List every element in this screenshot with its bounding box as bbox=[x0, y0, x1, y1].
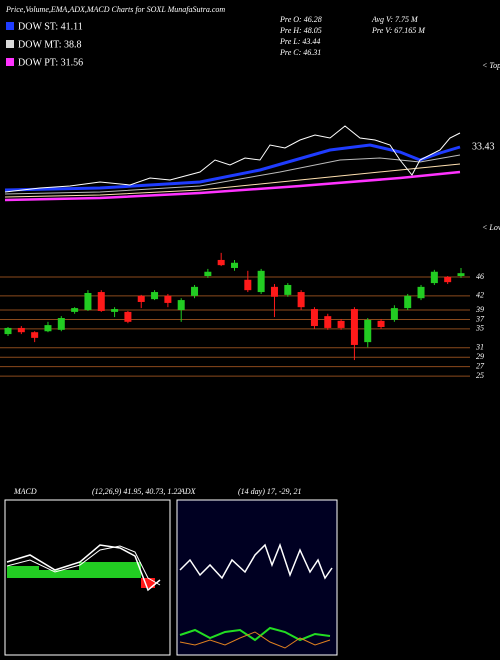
candle-body bbox=[4, 327, 12, 335]
legend: DOW ST: 41.11 DOW MT: 38.8 DOW PT: 31.56 bbox=[6, 21, 83, 68]
macd-line bbox=[6, 544, 161, 592]
adx-line bbox=[179, 542, 333, 580]
stat: Pre V: 67.165 M bbox=[371, 26, 426, 35]
candle-body bbox=[337, 320, 345, 328]
candle-body bbox=[364, 319, 372, 343]
candle-body bbox=[270, 286, 278, 297]
macd-bar bbox=[7, 566, 39, 578]
candle-body bbox=[111, 309, 119, 312]
adx-params: (14 day) 17, -29, 21 bbox=[238, 487, 302, 496]
tops-label: < Tops bbox=[482, 61, 500, 70]
signal-line bbox=[6, 545, 161, 586]
y-tick-label: 42 bbox=[476, 291, 484, 300]
candle-body bbox=[350, 309, 358, 345]
y-tick-label: 27 bbox=[476, 361, 485, 370]
candle-body bbox=[244, 279, 252, 291]
candle-body bbox=[417, 286, 425, 299]
candle-body bbox=[377, 320, 385, 327]
candle-body bbox=[404, 295, 412, 309]
ema-panel: < Tops 33.43 bbox=[4, 61, 500, 202]
candle-body bbox=[257, 270, 265, 293]
lows-label: < Lows bbox=[482, 223, 500, 232]
candle-body bbox=[204, 271, 212, 276]
legend-label: DOW ST: 41.11 bbox=[18, 21, 83, 32]
ema-line bbox=[4, 163, 461, 198]
price-line bbox=[4, 125, 461, 193]
y-tick-label: 29 bbox=[476, 352, 484, 361]
candle-body bbox=[310, 309, 318, 327]
stat: Pre C: 46.31 bbox=[279, 48, 321, 57]
stat: Pre O: 46.28 bbox=[279, 15, 322, 24]
adx-panel: ADX (14 day) 17, -29, 21 bbox=[176, 487, 338, 656]
candle-body bbox=[44, 325, 52, 332]
legend-swatch bbox=[6, 58, 14, 66]
candle-body bbox=[390, 308, 398, 320]
stat: Pre H: 48.05 bbox=[279, 26, 322, 35]
stat: Avg V: 7.75 M bbox=[371, 15, 419, 24]
y-tick-label: 39 bbox=[475, 305, 484, 314]
candle-body bbox=[284, 284, 292, 295]
candle-body bbox=[124, 311, 132, 322]
y-tick-label: 31 bbox=[475, 343, 484, 352]
di-plus-line bbox=[179, 626, 331, 642]
y-tick-label: 37 bbox=[475, 314, 485, 323]
candle-body bbox=[164, 295, 172, 303]
candle-body bbox=[151, 292, 159, 300]
stats: Pre O: 46.28 Pre H: 48.05 Pre L: 43.44 P… bbox=[279, 15, 426, 57]
candle-body bbox=[231, 262, 238, 268]
candle-body bbox=[97, 292, 105, 311]
macd-histogram bbox=[7, 562, 155, 588]
ema-line bbox=[4, 170, 461, 202]
price-label: 33.43 bbox=[472, 141, 495, 152]
adx-frame bbox=[176, 499, 338, 656]
candle-body bbox=[430, 271, 438, 284]
candle-body bbox=[177, 300, 185, 310]
macd-bar bbox=[79, 562, 141, 578]
candle-body bbox=[57, 318, 65, 330]
ema-line bbox=[4, 143, 461, 192]
legend-label: DOW PT: 31.56 bbox=[18, 57, 83, 68]
candle-body bbox=[324, 316, 332, 328]
candle-body bbox=[137, 295, 145, 302]
candle-body bbox=[17, 327, 25, 333]
candle-body bbox=[71, 308, 79, 312]
macd-bar bbox=[39, 570, 79, 578]
di-minus-line bbox=[179, 631, 331, 649]
macd-params: (12,26,9) 41.95, 40.73, 1.22 bbox=[92, 487, 181, 496]
candle-body bbox=[444, 276, 452, 283]
candle-body bbox=[217, 259, 225, 266]
candle-body bbox=[191, 286, 199, 296]
macd-name: MACD bbox=[13, 487, 37, 496]
adx-name: ADX bbox=[179, 487, 197, 496]
legend-swatch bbox=[6, 22, 14, 30]
candle-body bbox=[297, 292, 305, 308]
legend-swatch bbox=[6, 40, 14, 48]
macd-bar bbox=[141, 578, 155, 588]
legend-label: DOW MT: 38.8 bbox=[18, 39, 81, 50]
y-tick-label: 35 bbox=[475, 324, 484, 333]
candle-body bbox=[31, 332, 39, 338]
macd-panel: MACD (12,26,9) 41.95, 40.73, 1.22 bbox=[4, 487, 181, 656]
y-tick-label: 46 bbox=[476, 272, 484, 281]
candle-body bbox=[457, 273, 465, 276]
stat: Pre L: 43.44 bbox=[279, 37, 320, 46]
ema-line bbox=[4, 154, 461, 195]
candle-body bbox=[84, 293, 92, 310]
header-title: Price,Volume,EMA,ADX,MACD Charts for SOX… bbox=[5, 5, 225, 14]
y-tick-label: 25 bbox=[476, 371, 484, 380]
